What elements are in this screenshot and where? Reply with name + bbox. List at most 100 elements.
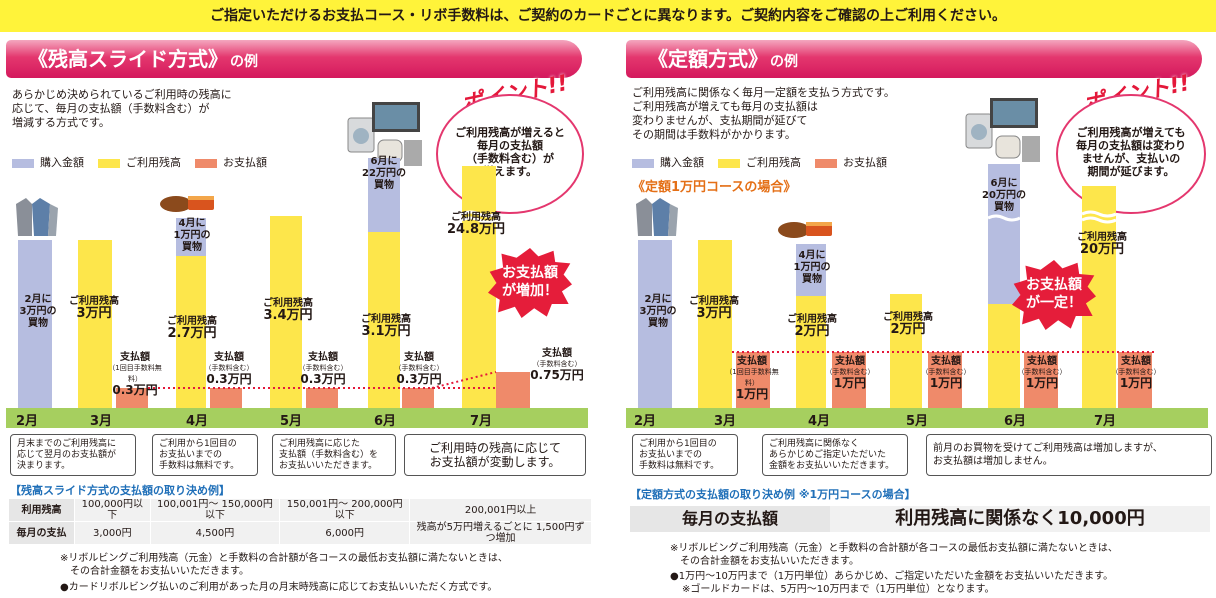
balance-label: ご利用残高 3.1万円 — [361, 314, 411, 339]
section-title-suffix: の例 — [230, 54, 258, 70]
rule-cell: 100,000円以下 — [74, 498, 151, 522]
month-label: 7月 — [470, 414, 493, 429]
balance-label: ご利用残高 3.4万円 — [263, 298, 313, 323]
bar-break-mark — [987, 214, 1021, 222]
clothes-icon — [632, 194, 682, 238]
payment-label: 支払額 （手数料含む） 0.3万円 — [394, 352, 444, 386]
month-label: 6月 — [1004, 414, 1027, 429]
rule-table-title: 【定額方式の支払額の取り決め例 ※1万円コースの場合】 — [630, 488, 916, 501]
payment-bar — [1024, 352, 1058, 408]
payment-bar — [736, 352, 770, 408]
panel-balance-slide: 《残高スライド方式》 の例 あらかじめ決められているご利用時の残高に 応じて、毎月… — [0, 36, 596, 598]
bar-break-mark — [1081, 210, 1117, 218]
rule-value: 利用残高に関係なく10,000円 — [830, 506, 1210, 532]
section-title: 《残高スライド方式》 — [28, 47, 228, 71]
balance-bar — [176, 256, 206, 408]
balance-bar — [698, 240, 732, 408]
shoes-wallet-icon — [158, 186, 218, 216]
payment-label: 支払額 （手数料含む） 1万円 — [1111, 356, 1161, 390]
balance-label: ご利用残高 2.7万円 — [167, 316, 217, 341]
rule-cell: 4,500円 — [149, 521, 281, 545]
rule-table-title: 【残高スライド方式の支払額の取り決め例】 — [10, 484, 230, 497]
month-label: 6月 — [374, 414, 397, 429]
bar-break-mark — [461, 216, 497, 224]
balance-bar — [462, 166, 496, 408]
clothes-icon — [12, 194, 62, 238]
payment-bar — [116, 388, 148, 408]
rule-cell: 100,001円〜 150,000円以下 — [149, 498, 281, 522]
note-balance-increases: 前月のお買物を受けてご利用残高は増加しますが、 お支払額は増加しません。 — [926, 434, 1212, 476]
month-axis — [626, 408, 1208, 428]
appliances-icon — [346, 100, 424, 170]
legend: 購入金額 ご利用残高 お支払額 — [12, 154, 267, 170]
payment-label: 支払額 （1回目手数料無料） 1万円 — [725, 356, 779, 401]
payment-label: 支払額 （手数料含む） 1万円 — [1017, 356, 1067, 390]
payment-label: 支払額 （手数料含む） 1万円 — [921, 356, 971, 390]
panel-fixed-amount: 《定額方式》 の例 ご利用残高に関係なく毎月一定額を支払う方式です。 ご利用残高が… — [620, 36, 1216, 598]
month-label: 2月 — [634, 414, 657, 429]
legend-purchase: 購入金額 — [12, 154, 84, 170]
balance-label: ご利用残高 3万円 — [689, 296, 739, 321]
appliances-icon — [964, 96, 1042, 166]
bar-break-mark — [1081, 216, 1117, 224]
method-description: あらかじめ決められているご利用時の残高に 応じて、毎月の支払額（手数料含む）が … — [12, 88, 232, 129]
legend-balance: ご利用残高 — [98, 154, 181, 170]
bar-break-mark — [461, 210, 497, 218]
balance-bar — [78, 240, 112, 408]
purchase-label: 6月に 22万円の 買物 — [362, 156, 406, 191]
fixed-rule-row: 毎月の支払額 利用残高に関係なく10,000円 — [630, 506, 1210, 532]
balance-label: ご利用残高 24.8万円 — [446, 212, 506, 237]
month-label: 5月 — [280, 414, 303, 429]
legend-balance: ご利用残高 — [718, 154, 801, 170]
footnotes: ※リボルビングご利用残高（元金）と手数料の合計額が各コースの最低お支払額に満たな… — [60, 553, 508, 593]
point-bubble: ご利用残高が増えると 毎月の支払額 （手数料含む）が 増えます。 — [436, 94, 584, 214]
purchase-label: 4月に 1万円の 買物 — [793, 250, 831, 285]
month-label: 2月 — [16, 414, 39, 429]
month-label: 4月 — [808, 414, 831, 429]
payment-bar — [496, 372, 530, 408]
payment-bar — [402, 388, 434, 408]
legend-payment: お支払額 — [815, 154, 887, 170]
balance-bar — [890, 294, 922, 408]
top-banner: ご指定いただけるお支払コース・リボ手数料は、ご契約のカードごとに異なります。ご契… — [0, 0, 1216, 32]
purchase-bar — [988, 164, 1020, 304]
month-label: 3月 — [714, 414, 737, 429]
purchase-bar — [176, 218, 206, 256]
month-label: 7月 — [1094, 414, 1117, 429]
section-heading: 《定額方式》 の例 — [626, 40, 1202, 78]
shoes-wallet-icon — [776, 212, 836, 242]
payment-label: 支払額 （手数料含む） 0.3万円 — [204, 352, 254, 386]
rule-table: 利用残高 100,000円以下 100,001円〜 150,000円以下 150… — [8, 498, 592, 545]
balance-bar — [270, 216, 302, 408]
rule-cell: 6,000円 — [279, 521, 411, 545]
balance-label: ご利用残高 2万円 — [787, 314, 837, 339]
section-heading: 《残高スライド方式》 の例 — [6, 40, 582, 78]
rule-cell: 3,000円 — [74, 521, 151, 545]
legend-payment: お支払額 — [195, 154, 267, 170]
payment-bar — [928, 352, 962, 408]
note-balance-determines: 月末までのご利用残高に 応じて翌月のお支払額が 決まります。 — [10, 434, 136, 476]
note-first-payment-free: ご利用から1回目の お支払いまでの 手数料は無料です。 — [152, 434, 258, 476]
rule-head-balance: 利用残高 — [8, 498, 75, 522]
payment-label: 支払額 （手数料含む） 1万円 — [825, 356, 875, 390]
purchase-bar — [18, 240, 52, 408]
balance-bar — [368, 232, 400, 408]
payment-label: 支払額 （1回目手数料無料） 0.3万円 — [108, 352, 162, 397]
note-first-payment-free: ご利用から1回目の お支払いまでの 手数料は無料です。 — [632, 434, 738, 476]
month-label: 5月 — [906, 414, 929, 429]
point-bubble: ご利用残高が増えても 毎月の支払額は変わり ませんが、支払いの 期間が延びます。 — [1056, 94, 1206, 214]
rule-cell: 200,001円以上 — [409, 498, 592, 522]
balance-label: ご利用残高 3万円 — [69, 296, 119, 321]
method-description: ご利用残高に関係なく毎月一定額を支払う方式です。 ご利用残高が増えても毎月の支払… — [632, 86, 895, 141]
payment-bar — [1118, 352, 1152, 408]
note-payment-varies: ご利用時の残高に応じて お支払額が変動します。 — [404, 434, 586, 476]
month-axis — [6, 408, 588, 428]
month-label: 4月 — [186, 414, 209, 429]
month-label: 3月 — [90, 414, 113, 429]
payment-label: 支払額 （手数料含む） 0.3万円 — [298, 352, 348, 386]
purchase-bar — [368, 158, 400, 232]
section-title-suffix: の例 — [770, 54, 798, 70]
legend-purchase: 購入金額 — [632, 154, 704, 170]
purchase-label: 2月に 3万円の 買物 — [639, 294, 677, 329]
legend: 購入金額 ご利用残高 お支払額 — [632, 154, 887, 170]
